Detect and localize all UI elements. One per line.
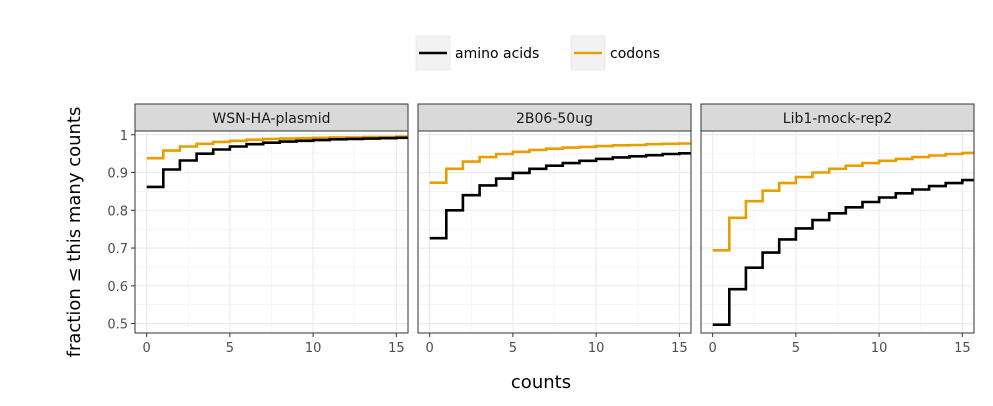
y-tick-label: 0.5 (107, 318, 128, 333)
series-group (429, 142, 691, 240)
y-tick-label: 0.6 (107, 280, 128, 295)
series-group (712, 151, 974, 326)
legend: amino acids codons (415, 35, 660, 71)
panel-border (417, 130, 692, 334)
x-tick-label: 0 (709, 341, 717, 356)
x-tick-label: 5 (226, 341, 234, 356)
series-group (146, 135, 408, 189)
y-tick-label: 0.8 (107, 204, 128, 219)
facet-panel-1: WSN-HA-plasmid 0 5 10 15 0.5 0.6 0.7 0.8 0.9 1 (107, 103, 409, 356)
facet-strip (417, 103, 692, 132)
facet-panels: WSN-HA-plasmid 0 5 10 15 0.5 0.6 0.7 0.8 0.9 1 2B06… (107, 103, 975, 356)
y-axis-title: fraction ≤ this many counts (64, 107, 85, 358)
x-axis-title: counts (511, 372, 571, 393)
legend-key-codons (570, 35, 606, 71)
facet-strip (134, 103, 409, 132)
legend-label-amino-acids: amino acids (455, 46, 539, 62)
facet-panel-3: Lib1-mock-rep2 0 5 10 15 (700, 103, 975, 356)
series-line-codons (712, 151, 974, 252)
x-tick-label: 0 (426, 341, 434, 356)
legend-key-amino-acids (415, 35, 451, 71)
x-tick-label: 15 (954, 341, 971, 356)
facet-strip-label: WSN-HA-plasmid (212, 111, 330, 127)
series-line-amino-acids (429, 152, 691, 240)
x-tick-label: 15 (388, 341, 405, 356)
x-tick-label: 0 (143, 341, 151, 356)
y-tick-label: 0.7 (107, 242, 128, 257)
x-tick-label: 10 (871, 341, 888, 356)
x-tick-label: 5 (792, 341, 800, 356)
y-tick-label: 0.9 (107, 167, 128, 182)
x-tick-label: 5 (509, 341, 517, 356)
y-tick-label: 1 (120, 129, 128, 144)
panel-border (700, 130, 975, 334)
series-line-codons (429, 142, 691, 184)
panel-border (134, 130, 409, 334)
x-tick-label: 10 (305, 341, 322, 356)
facet-panel-2: 2B06-50ug 0 5 10 15 (417, 103, 692, 356)
facet-strip-label: Lib1-mock-rep2 (783, 111, 892, 127)
legend-label-codons: codons (610, 46, 660, 62)
facet-strip-label: 2B06-50ug (516, 111, 593, 127)
series-line-amino-acids (146, 136, 408, 189)
facet-strip (700, 103, 975, 132)
x-tick-label: 15 (671, 341, 688, 356)
series-line-amino-acids (712, 178, 974, 326)
x-tick-label: 10 (588, 341, 605, 356)
